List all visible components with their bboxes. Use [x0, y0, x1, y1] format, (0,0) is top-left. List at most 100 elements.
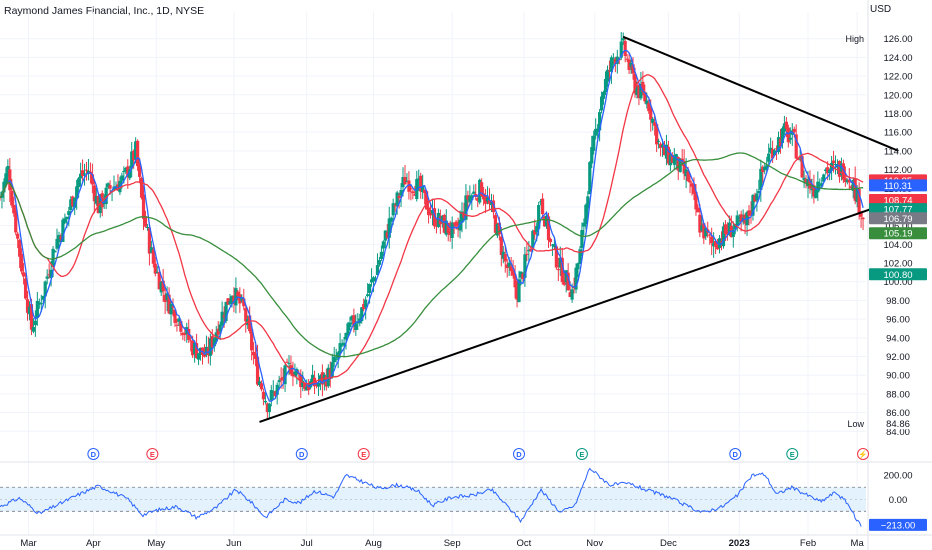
candle — [226, 298, 230, 305]
candle — [611, 53, 615, 66]
time-tick-label: Mar — [20, 538, 36, 549]
svg-text:E: E — [150, 450, 155, 459]
svg-text:E: E — [579, 450, 584, 459]
low-value: 84.86 — [886, 419, 910, 430]
candle — [688, 173, 692, 194]
candle — [582, 218, 586, 236]
price-label: 108.74 — [869, 194, 927, 207]
candle — [318, 374, 323, 391]
trendline-lower[interactable] — [259, 198, 899, 423]
candle — [653, 115, 657, 136]
event-dividend-marker[interactable]: D — [87, 448, 100, 460]
price-tick-label: 120.00 — [883, 90, 912, 101]
candle — [586, 191, 590, 218]
event-earnings-marker[interactable]: ⚡ — [857, 448, 870, 460]
candle — [143, 210, 148, 228]
candle — [763, 163, 767, 175]
price-tick-label: 92.00 — [886, 352, 910, 363]
event-earnings-marker[interactable]: E — [357, 448, 370, 460]
svg-text:106.79: 106.79 — [883, 214, 912, 225]
candle — [861, 217, 865, 230]
candle — [253, 345, 258, 367]
trendline-upper[interactable] — [622, 35, 899, 152]
candle — [108, 180, 112, 195]
candle — [86, 158, 91, 181]
candle — [590, 135, 594, 169]
candle — [505, 258, 509, 278]
candle — [776, 131, 781, 155]
event-earnings-marker[interactable]: E — [146, 448, 159, 460]
candle — [804, 175, 808, 189]
event-dividend-marker[interactable]: D — [513, 448, 526, 460]
candle — [769, 137, 773, 154]
candle — [698, 204, 702, 238]
candle — [548, 237, 553, 247]
time-tick-label: Sep — [444, 538, 461, 549]
candle — [556, 257, 560, 282]
candle — [173, 308, 177, 327]
candle — [381, 240, 385, 257]
candle — [124, 166, 128, 175]
candle — [320, 364, 325, 397]
price-tick-label: 122.00 — [883, 72, 912, 83]
candle — [216, 321, 220, 338]
svg-text:105.19: 105.19 — [883, 229, 912, 240]
candle — [790, 123, 794, 146]
event-dividend-marker[interactable]: D — [729, 448, 742, 460]
candle — [360, 307, 364, 324]
candle — [584, 203, 588, 230]
candle — [655, 122, 659, 153]
price-label: 106.79 — [869, 212, 927, 225]
price-tick-label: 90.00 — [886, 371, 910, 382]
candle — [120, 172, 124, 189]
candle — [153, 256, 157, 277]
low-label: Low — [847, 419, 864, 429]
candle — [719, 231, 724, 251]
candle — [778, 129, 783, 154]
candle — [810, 178, 814, 199]
oscillator-tick-label: 0.00 — [889, 495, 908, 506]
event-earnings_beat-marker[interactable]: E — [575, 448, 588, 460]
candle — [27, 301, 32, 321]
svg-text:−213.00: −213.00 — [881, 520, 916, 531]
candle — [539, 198, 543, 206]
candle — [255, 344, 260, 387]
candle — [397, 192, 401, 209]
candle — [464, 184, 468, 230]
candle — [6, 159, 10, 182]
candle — [523, 246, 527, 287]
candle — [279, 367, 283, 389]
candle — [16, 231, 20, 249]
candle — [442, 213, 446, 234]
axis-label-bg — [870, 32, 928, 45]
candle — [31, 318, 36, 334]
candle — [525, 242, 529, 262]
candle — [592, 130, 596, 155]
candle — [468, 185, 472, 206]
candle — [594, 118, 598, 140]
high-label: High — [845, 34, 864, 44]
candle — [92, 179, 96, 214]
candle — [405, 173, 409, 183]
candle — [450, 216, 454, 249]
candle — [430, 198, 435, 226]
event-earnings_beat-marker[interactable]: E — [786, 448, 799, 460]
candle — [513, 265, 517, 299]
candle — [692, 177, 696, 201]
event-dividend-marker[interactable]: D — [295, 448, 308, 460]
candle — [757, 179, 761, 194]
candle — [208, 333, 212, 366]
candle — [588, 161, 592, 195]
candle — [839, 157, 844, 181]
candle — [145, 224, 150, 231]
candle — [340, 339, 344, 348]
candle — [252, 342, 256, 365]
price-tick-label: 116.00 — [884, 128, 912, 139]
candle — [43, 280, 47, 309]
candle — [725, 222, 730, 241]
price-tick-label: 94.00 — [886, 333, 910, 344]
candle — [196, 353, 201, 366]
candle — [79, 162, 83, 187]
candle — [369, 268, 374, 287]
